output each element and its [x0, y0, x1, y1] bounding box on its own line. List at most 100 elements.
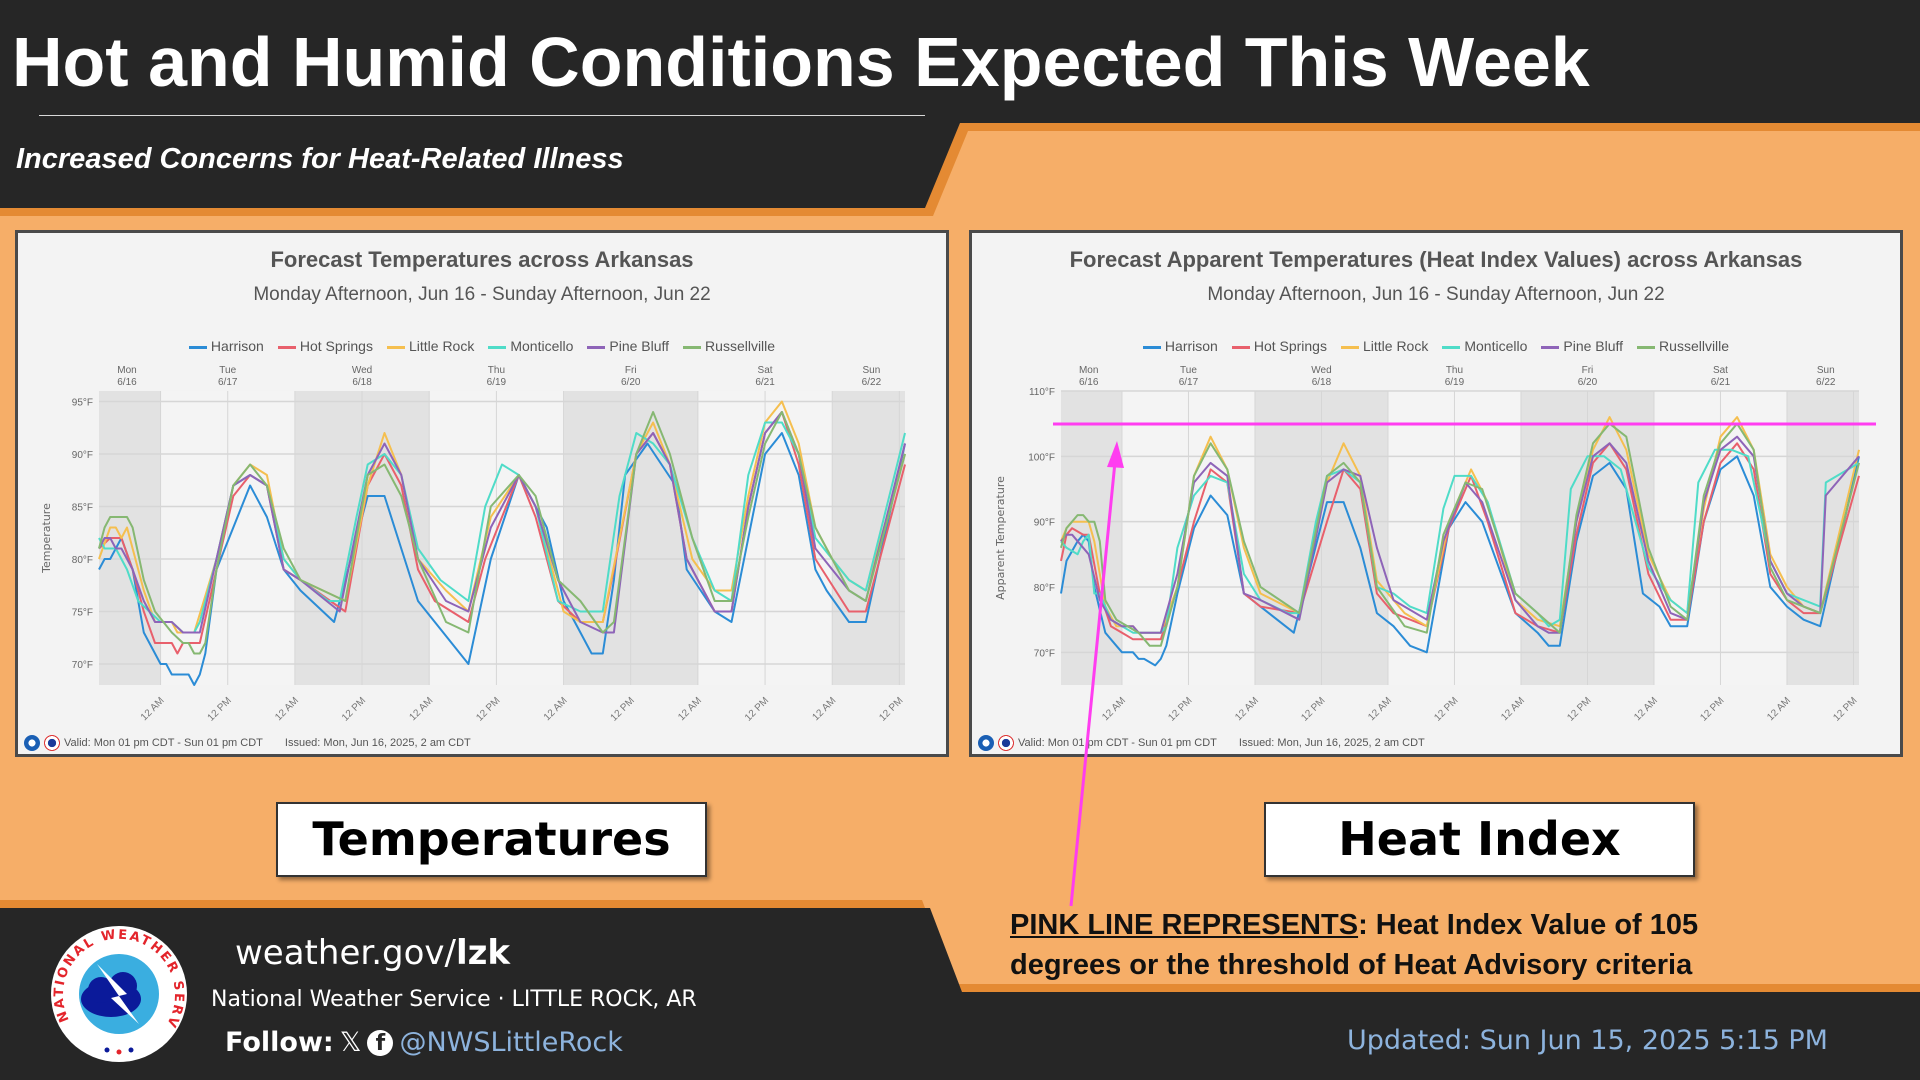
valid-text: Valid: Mon 01 pm CDT - Sun 01 pm CDT: [64, 737, 263, 749]
legend-label: Hot Springs: [1253, 338, 1327, 354]
night-shade-band: [832, 391, 905, 685]
legend-label: Harrison: [210, 338, 264, 354]
legend-item[interactable]: Pine Bluff: [1541, 338, 1623, 354]
date-label: 6/20: [1578, 377, 1598, 388]
x-tick-label: 12 PM: [206, 695, 234, 723]
legend-swatch: [1340, 345, 1359, 349]
day-label: Tue: [219, 365, 236, 376]
x-tick-label: 12 AM: [273, 695, 301, 723]
date-label: 6/19: [1445, 377, 1465, 388]
legend-item[interactable]: Russellville: [1637, 338, 1729, 354]
date-label: 6/20: [621, 377, 641, 388]
heat-index-chart-panel: Forecast Apparent Temperatures (Heat Ind…: [969, 230, 1903, 757]
y-tick-label: 90°F: [72, 450, 93, 461]
facebook-icon[interactable]: f: [367, 1029, 394, 1056]
logo-stars: [104, 1047, 134, 1055]
day-label: Tue: [1180, 365, 1197, 376]
chart-subtitle: Monday Afternoon, Jun 16 - Sunday Aftern…: [1207, 284, 1665, 305]
day-label: Mon: [117, 365, 136, 376]
pink-line-note: PINK LINE REPRESENTS: Heat Index Value o…: [1010, 905, 1698, 985]
legend-label: Little Rock: [408, 338, 475, 354]
legend-swatch: [188, 345, 207, 349]
y-tick-label: 70°F: [72, 660, 93, 671]
x-tick-label: 12 PM: [1432, 695, 1460, 723]
pink-line-note-lead: PINK LINE REPRESENTS: [1010, 909, 1359, 941]
legend-swatch: [683, 345, 702, 349]
y-tick-label: 85°F: [72, 503, 93, 514]
temperature-chart: 70°F 75°F 80°F 85°F 90°F 95°F 12 AM 12 PM 12 AM 1…: [40, 365, 906, 724]
x-tick-label: 12 AM: [542, 695, 570, 723]
day-label: Sat: [1713, 365, 1728, 376]
chart-footer: Valid: Mon 01 pm CDT - Sun 01 pm CDT Iss…: [24, 735, 471, 751]
x-tick-label: 12 AM: [1366, 695, 1394, 723]
issued-text: Issued: Mon, Jun 16, 2025, 2 am CDT: [284, 737, 471, 749]
date-label: 6/19: [487, 377, 507, 388]
legend-item[interactable]: Hot Springs: [1231, 338, 1327, 354]
legend-item[interactable]: Harrison: [188, 338, 264, 354]
legend-item[interactable]: Pine Bluff: [587, 338, 669, 354]
day-label: Fri: [625, 365, 637, 376]
x-tick-label: 12 AM: [1499, 695, 1527, 723]
chart-legend: Harrison Hot Springs Little Rock Monticello…: [972, 338, 1900, 354]
office-name: National Weather Service · LITTLE ROCK, …: [211, 987, 697, 1012]
chart-title: Forecast Temperatures across Arkansas: [270, 247, 694, 272]
date-label: 6/17: [1179, 377, 1199, 388]
day-label: Sat: [758, 365, 773, 376]
nws-logo-icon: [998, 735, 1014, 751]
social-handle[interactable]: @NWSLittleRock: [399, 1027, 623, 1058]
y-axis-label: Temperature: [40, 503, 53, 574]
follow-label: Follow:: [225, 1027, 334, 1058]
legend-item[interactable]: Little Rock: [1340, 338, 1429, 354]
legend-swatch: [1142, 345, 1161, 349]
legend-swatch: [386, 345, 405, 349]
updated-timestamp: Updated: Sun Jun 15, 2025 5:15 PM: [1347, 1025, 1828, 1056]
x-tick-label: 12 AM: [1765, 695, 1793, 723]
x-tick-label: 12 PM: [1698, 695, 1726, 723]
date-label: 6/22: [1816, 377, 1836, 388]
x-tick-label: 12 PM: [1565, 695, 1593, 723]
legend-swatch: [1442, 345, 1461, 349]
y-tick-label: 80°F: [1034, 583, 1055, 594]
date-label: 6/21: [755, 377, 775, 388]
nws-logo-icon: [44, 735, 60, 751]
website-link[interactable]: weather.gov/lzk: [235, 933, 511, 973]
date-label: 6/16: [1079, 377, 1099, 388]
legend-item[interactable]: Monticello: [1442, 338, 1527, 354]
heat-index-chart: 70°F 80°F 90°F 100°F 110°F 12 AM 12 PM 12 AM 12 …: [994, 365, 1860, 724]
day-label: Thu: [488, 365, 505, 376]
legend-label: Monticello: [1464, 338, 1528, 354]
legend-label: Little Rock: [1362, 338, 1429, 354]
x-tick-label: 12 PM: [877, 695, 905, 723]
x-tick-label: 12 AM: [408, 695, 436, 723]
date-label: 6/18: [1312, 377, 1332, 388]
legend-item[interactable]: Monticello: [488, 338, 573, 354]
day-label: Wed: [1311, 365, 1331, 376]
y-tick-label: 110°F: [1029, 387, 1055, 398]
day-label: Sun: [863, 365, 881, 376]
pink-line-note-text: : Heat Index Value of 105: [1358, 909, 1699, 941]
x-icon[interactable]: 𝕏: [339, 1027, 362, 1058]
legend-item[interactable]: Little Rock: [386, 338, 475, 354]
day-label: Sun: [1817, 365, 1835, 376]
legend-label: Hot Springs: [299, 338, 373, 354]
x-tick-label: 12 PM: [340, 695, 368, 723]
legend-swatch: [1637, 345, 1656, 349]
x-tick-label: 12 PM: [474, 695, 502, 723]
series-line-monticello: [1060, 448, 1860, 634]
date-label: 6/22: [862, 377, 882, 388]
noaa-logo-icon: [24, 735, 40, 751]
legend-item[interactable]: Hot Springs: [277, 338, 373, 354]
day-label: Mon: [1079, 365, 1098, 376]
day-label: Fri: [1582, 365, 1594, 376]
plot-area: [99, 391, 905, 685]
page-subtitle: Increased Concerns for Heat-Related Illn…: [16, 143, 624, 175]
title-divider: [39, 115, 925, 116]
legend-label: Pine Bluff: [1563, 338, 1624, 354]
legend-label: Russellville: [1659, 338, 1730, 354]
legend-item[interactable]: Russellville: [683, 338, 775, 354]
x-tick-label: 12 PM: [609, 695, 637, 723]
legend-item[interactable]: Harrison: [1142, 338, 1218, 354]
y-tick-label: 70°F: [1034, 648, 1055, 659]
x-tick-label: 12 AM: [1100, 695, 1128, 723]
